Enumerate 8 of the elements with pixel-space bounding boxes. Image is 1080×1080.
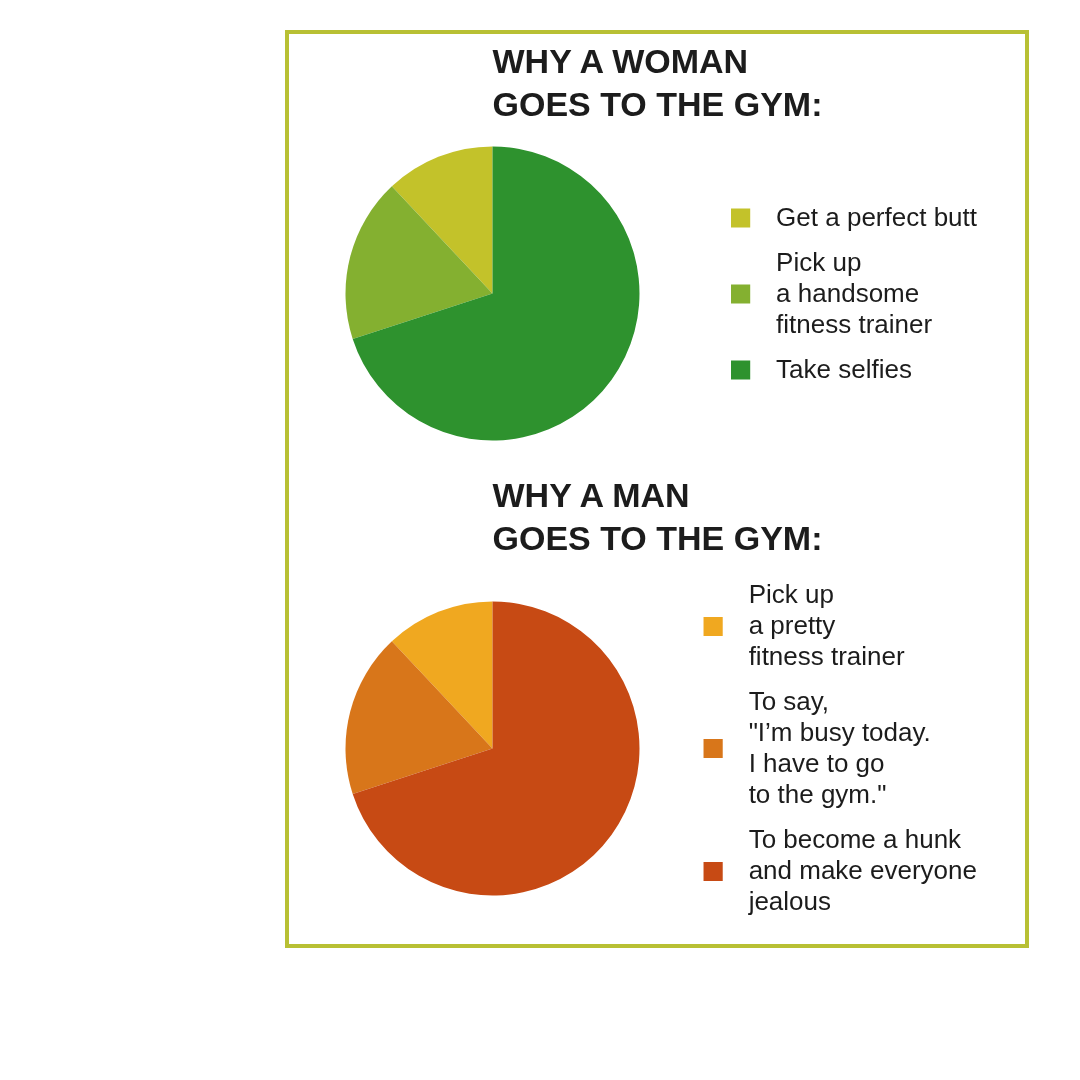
legend-label: To say, "I’m busy today. I have to go to the gym." — [748, 686, 931, 810]
legend-label: Take selfies — [776, 353, 912, 385]
legend-label: Pick up a handsome fitness trainer — [776, 246, 933, 340]
chart-title: WHY A MAN GOES TO THE GYM: — [492, 475, 823, 558]
legend-label: Get a perfect butt — [776, 201, 977, 233]
legend-label: Pick up a pretty fitness trainer — [748, 579, 905, 672]
chart-title: WHY A WOMAN GOES TO THE GYM: — [492, 41, 823, 124]
legend-label: To become a hunk and make everyone jealous — [748, 824, 977, 917]
